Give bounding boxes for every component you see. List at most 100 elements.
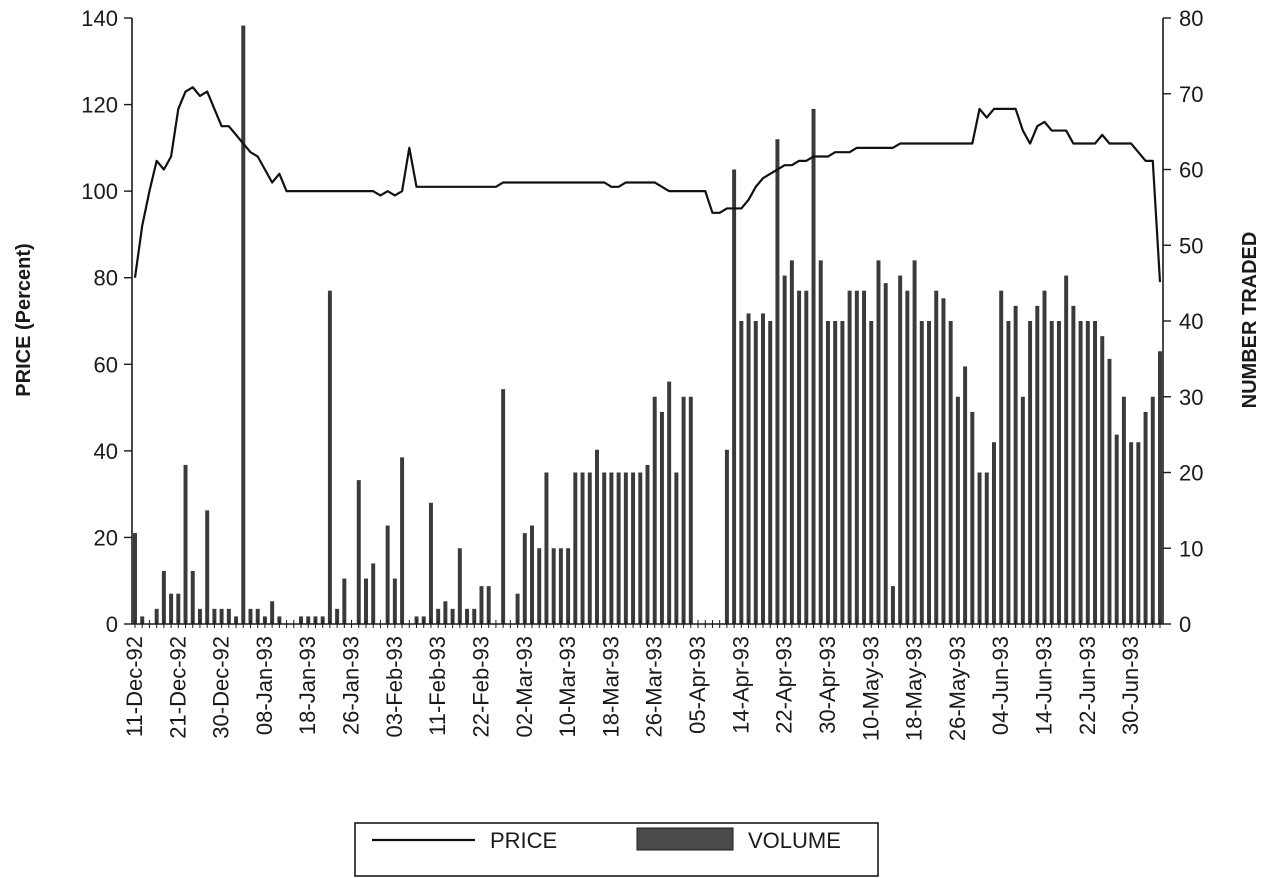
volume-bar	[1100, 336, 1105, 624]
x-tick-label: 04-Jun-93	[988, 636, 1013, 735]
volume-bar	[573, 472, 578, 624]
volume-bar	[428, 502, 433, 624]
volume-bar	[934, 290, 939, 624]
volume-bar	[436, 608, 441, 624]
volume-bar	[248, 608, 253, 624]
left-y-tick-label: 100	[81, 179, 118, 204]
right-y-tick-label: 70	[1179, 82, 1203, 107]
volume-bar	[530, 525, 534, 624]
volume-bar	[190, 570, 195, 624]
x-tick-label: 26-Mar-93	[642, 636, 667, 737]
volume-bar	[1150, 396, 1155, 624]
volume-bar	[789, 260, 794, 624]
volume-bar	[753, 321, 758, 624]
x-tick-label: 30-Dec-92	[209, 636, 234, 739]
x-tick-label: 10-May-93	[858, 636, 883, 741]
volume-bar	[609, 472, 614, 624]
volume-bar	[804, 290, 809, 624]
volume-bar	[991, 442, 996, 624]
volume-bar	[566, 548, 571, 624]
volume-bar	[883, 283, 888, 625]
volume-bar	[450, 608, 455, 624]
volume-bar	[984, 472, 989, 624]
volume-bar	[1056, 321, 1061, 624]
volume-bar	[667, 381, 672, 624]
volume-bar	[197, 608, 202, 624]
volume-bar	[652, 396, 657, 624]
volume-bar	[631, 472, 636, 624]
volume-bar	[977, 472, 982, 624]
volume-bar	[761, 313, 765, 624]
x-tick-label: 22-Jun-93	[1075, 636, 1100, 735]
volume-bar	[1136, 442, 1141, 624]
volume-bar	[1078, 321, 1083, 624]
volume-bar	[912, 260, 917, 624]
volume-bar	[898, 275, 903, 624]
volume-bar	[782, 275, 787, 624]
volume-bar	[963, 366, 968, 624]
volume-bar	[558, 548, 563, 624]
volume-bar	[1143, 411, 1148, 624]
x-tick-label: 18-May-93	[902, 636, 927, 741]
x-tick-label: 05-Apr-93	[685, 636, 710, 734]
volume-bar	[999, 290, 1004, 624]
volume-bar	[133, 533, 137, 624]
volume-bar	[212, 608, 217, 624]
ticks: 0 20 40 60 80 100 120 140 0 10 20 30 40 50 60 70 80 11-De…	[81, 6, 1203, 741]
volume-bar	[580, 472, 585, 624]
volume-bar	[876, 260, 881, 624]
volume-bar	[335, 608, 340, 624]
volume-bar	[602, 472, 607, 624]
volume-bar	[1013, 305, 1018, 624]
legend-volume-label: VOLUME	[748, 828, 841, 853]
volume-bar	[746, 313, 751, 624]
volume-bar	[811, 108, 816, 624]
volume-bar	[825, 321, 830, 624]
x-tick-label: 18-Mar-93	[598, 636, 623, 737]
volume-bar	[724, 449, 729, 624]
volume-bar	[176, 593, 181, 624]
right-y-tick-label: 80	[1179, 6, 1203, 31]
volume-bar	[1035, 305, 1040, 624]
volume-bar	[1158, 351, 1162, 624]
volume-bar	[356, 480, 361, 624]
volume-bar	[400, 457, 405, 624]
volume-bar	[551, 548, 556, 624]
volume-bar	[797, 290, 802, 624]
volume-bar	[659, 411, 664, 624]
volume-bar	[587, 472, 592, 624]
volume-bar	[645, 464, 650, 624]
volume-bar	[674, 472, 679, 624]
legend-price-label: PRICE	[490, 828, 557, 853]
volume-bar	[205, 510, 210, 625]
volume-bar	[732, 169, 737, 624]
volume-bar	[392, 578, 397, 624]
left-y-tick-label: 120	[81, 93, 118, 118]
volume-bar	[465, 608, 470, 624]
x-tick-label: 30-Jun-93	[1118, 636, 1143, 735]
volume-bar	[486, 586, 491, 625]
volume-bar	[342, 578, 347, 624]
volume-bar	[927, 321, 931, 624]
left-y-tick-label: 140	[81, 6, 118, 31]
right-y-tick-label: 0	[1179, 612, 1191, 637]
volume-bar	[919, 321, 924, 624]
left-y-tick-label: 20	[94, 525, 118, 550]
volume-bar	[623, 472, 628, 624]
right-y-tick-label: 60	[1179, 158, 1203, 183]
volume-bar	[154, 608, 159, 624]
volume-bar	[941, 298, 946, 624]
volume-bar	[890, 586, 895, 625]
x-tick-label: 08-Jan-93	[252, 636, 277, 735]
x-tick-label: 22-Apr-93	[772, 636, 797, 734]
volume-bar	[854, 290, 859, 624]
volume-bar	[501, 389, 506, 624]
volume-bar	[255, 608, 260, 624]
volume-bar	[818, 260, 823, 624]
volume-bar	[479, 586, 484, 625]
right-y-tick-label: 30	[1179, 385, 1203, 410]
volume-bar	[638, 472, 643, 624]
left-y-tick-label: 80	[94, 266, 118, 291]
x-tick-label: 02-Mar-93	[512, 636, 537, 737]
x-tick-label: 26-Jan-93	[339, 636, 364, 735]
